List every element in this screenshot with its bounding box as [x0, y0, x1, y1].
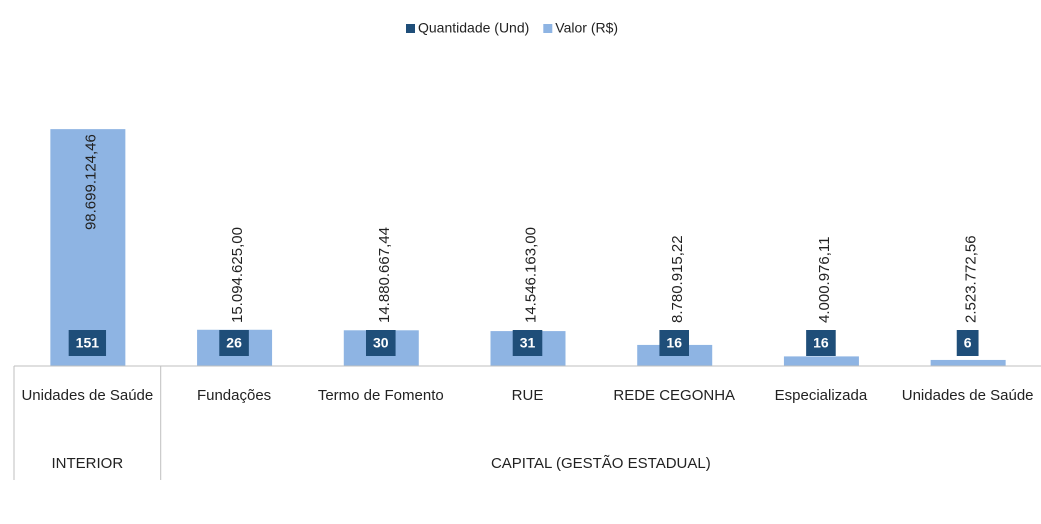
data-label: 2.523.772,56 [963, 235, 980, 323]
data-label: 151 [76, 335, 100, 351]
data-label: 16 [813, 335, 829, 351]
data-label: 30 [373, 335, 389, 351]
legend-label: Valor (R$) [555, 20, 618, 36]
label-box [512, 330, 543, 356]
bar [783, 356, 859, 366]
data-label: 6 [964, 335, 972, 351]
bar [50, 129, 126, 366]
group-label: CAPITAL (GESTÃO ESTADUAL) [490, 455, 711, 472]
data-label-box: 30 [365, 330, 396, 356]
data-label: 14.546.163,00 [522, 227, 539, 323]
data-label-box: 151 [68, 330, 107, 356]
label-box [806, 330, 836, 356]
label-box [956, 330, 979, 356]
label-box [68, 330, 107, 356]
data-label: 31 [520, 335, 536, 351]
x-tick-label: Termo de Fomento [317, 387, 444, 404]
legend-swatch [406, 24, 415, 33]
x-tick-label: REDE CEGONHA [613, 387, 736, 404]
legend-label: Quantidade (Und) [418, 20, 529, 36]
data-label: 16 [666, 335, 682, 351]
data-label: 15.094.625,00 [229, 227, 246, 323]
data-label: 26 [226, 335, 242, 351]
x-tick-label: RUE [511, 387, 544, 404]
data-label-box: 16 [806, 330, 836, 356]
data-label: 98.699.124,46 [82, 134, 99, 230]
label-box [659, 330, 690, 356]
data-label-box: 16 [659, 330, 690, 356]
data-label-box: 31 [512, 330, 543, 356]
x-tick-label: Unidades de Saúde [21, 387, 154, 404]
data-label: 4.000.976,11 [816, 237, 833, 323]
group-label: INTERIOR [51, 455, 124, 472]
data-label: 14.880.667,44 [376, 227, 393, 323]
data-label-box: 6 [956, 330, 979, 356]
label-box [365, 330, 396, 356]
label-box [219, 330, 249, 356]
x-tick-label: Unidades de Saúde [901, 387, 1034, 404]
data-label: 8.780.915,22 [669, 235, 686, 323]
data-label-box: 26 [219, 330, 249, 356]
x-tick-label: Especializada [774, 387, 868, 404]
bar [930, 359, 1006, 366]
legend-swatch [543, 24, 553, 33]
x-tick-label: Fundações [196, 387, 272, 404]
